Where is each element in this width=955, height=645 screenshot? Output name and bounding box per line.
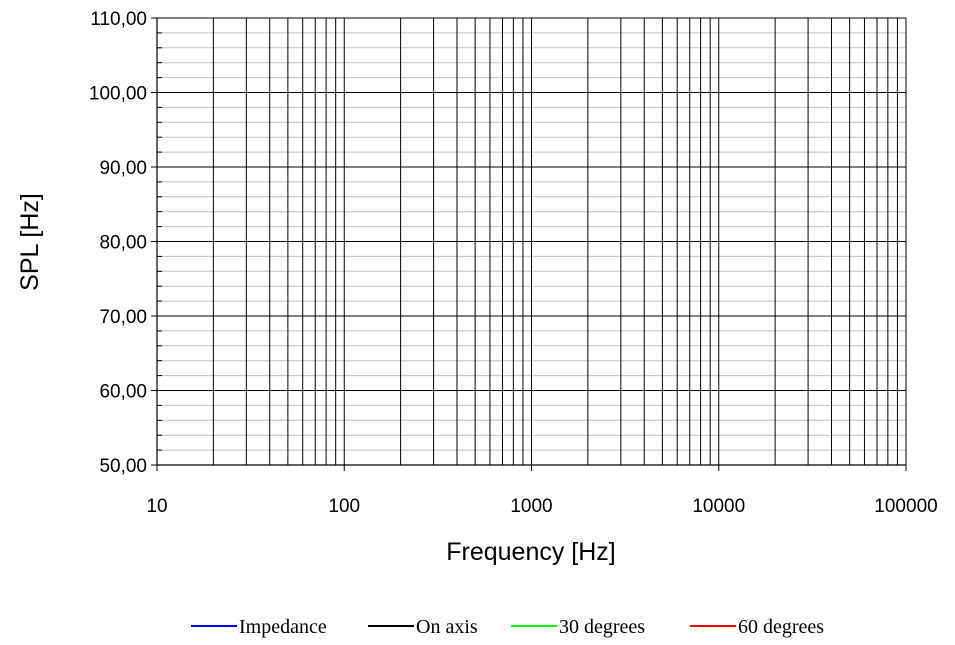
x-tick-label: 10000 xyxy=(692,496,745,517)
x-tick-label: 10 xyxy=(146,496,167,517)
y-tick-label: 100,00 xyxy=(89,84,147,105)
y-tick-label: 80,00 xyxy=(99,233,147,254)
y-axis-tick-labels: 50,00 60,00 70,00 80,00 90,00 100,00 110,00 xyxy=(89,9,147,477)
x-tick-label: 100000 xyxy=(874,496,937,517)
y-tick-label: 60,00 xyxy=(99,382,147,403)
y-tick-label: 90,00 xyxy=(99,158,147,179)
x-tick-label: 100 xyxy=(328,496,360,517)
y-tick-label: 110,00 xyxy=(90,9,147,30)
axis-ticks xyxy=(151,17,907,471)
x-axis-title: Frequency [Hz] xyxy=(446,538,616,566)
legend-label: On axis xyxy=(416,616,478,638)
major-gridlines xyxy=(156,17,906,466)
legend-label: Impedance xyxy=(239,616,327,638)
x-axis-tick-labels: 10 100 1000 10000 100000 xyxy=(146,496,937,517)
chart-legend: Impedance On axis 30 degrees 60 degrees xyxy=(191,616,824,638)
legend-label: 30 degrees xyxy=(559,616,645,638)
y-axis-title: SPL [Hz] xyxy=(16,193,44,291)
legend-label: 60 degrees xyxy=(738,616,824,638)
y-tick-label: 50,00 xyxy=(99,456,147,477)
x-tick-label: 1000 xyxy=(510,496,552,517)
y-tick-label: 70,00 xyxy=(99,307,147,328)
